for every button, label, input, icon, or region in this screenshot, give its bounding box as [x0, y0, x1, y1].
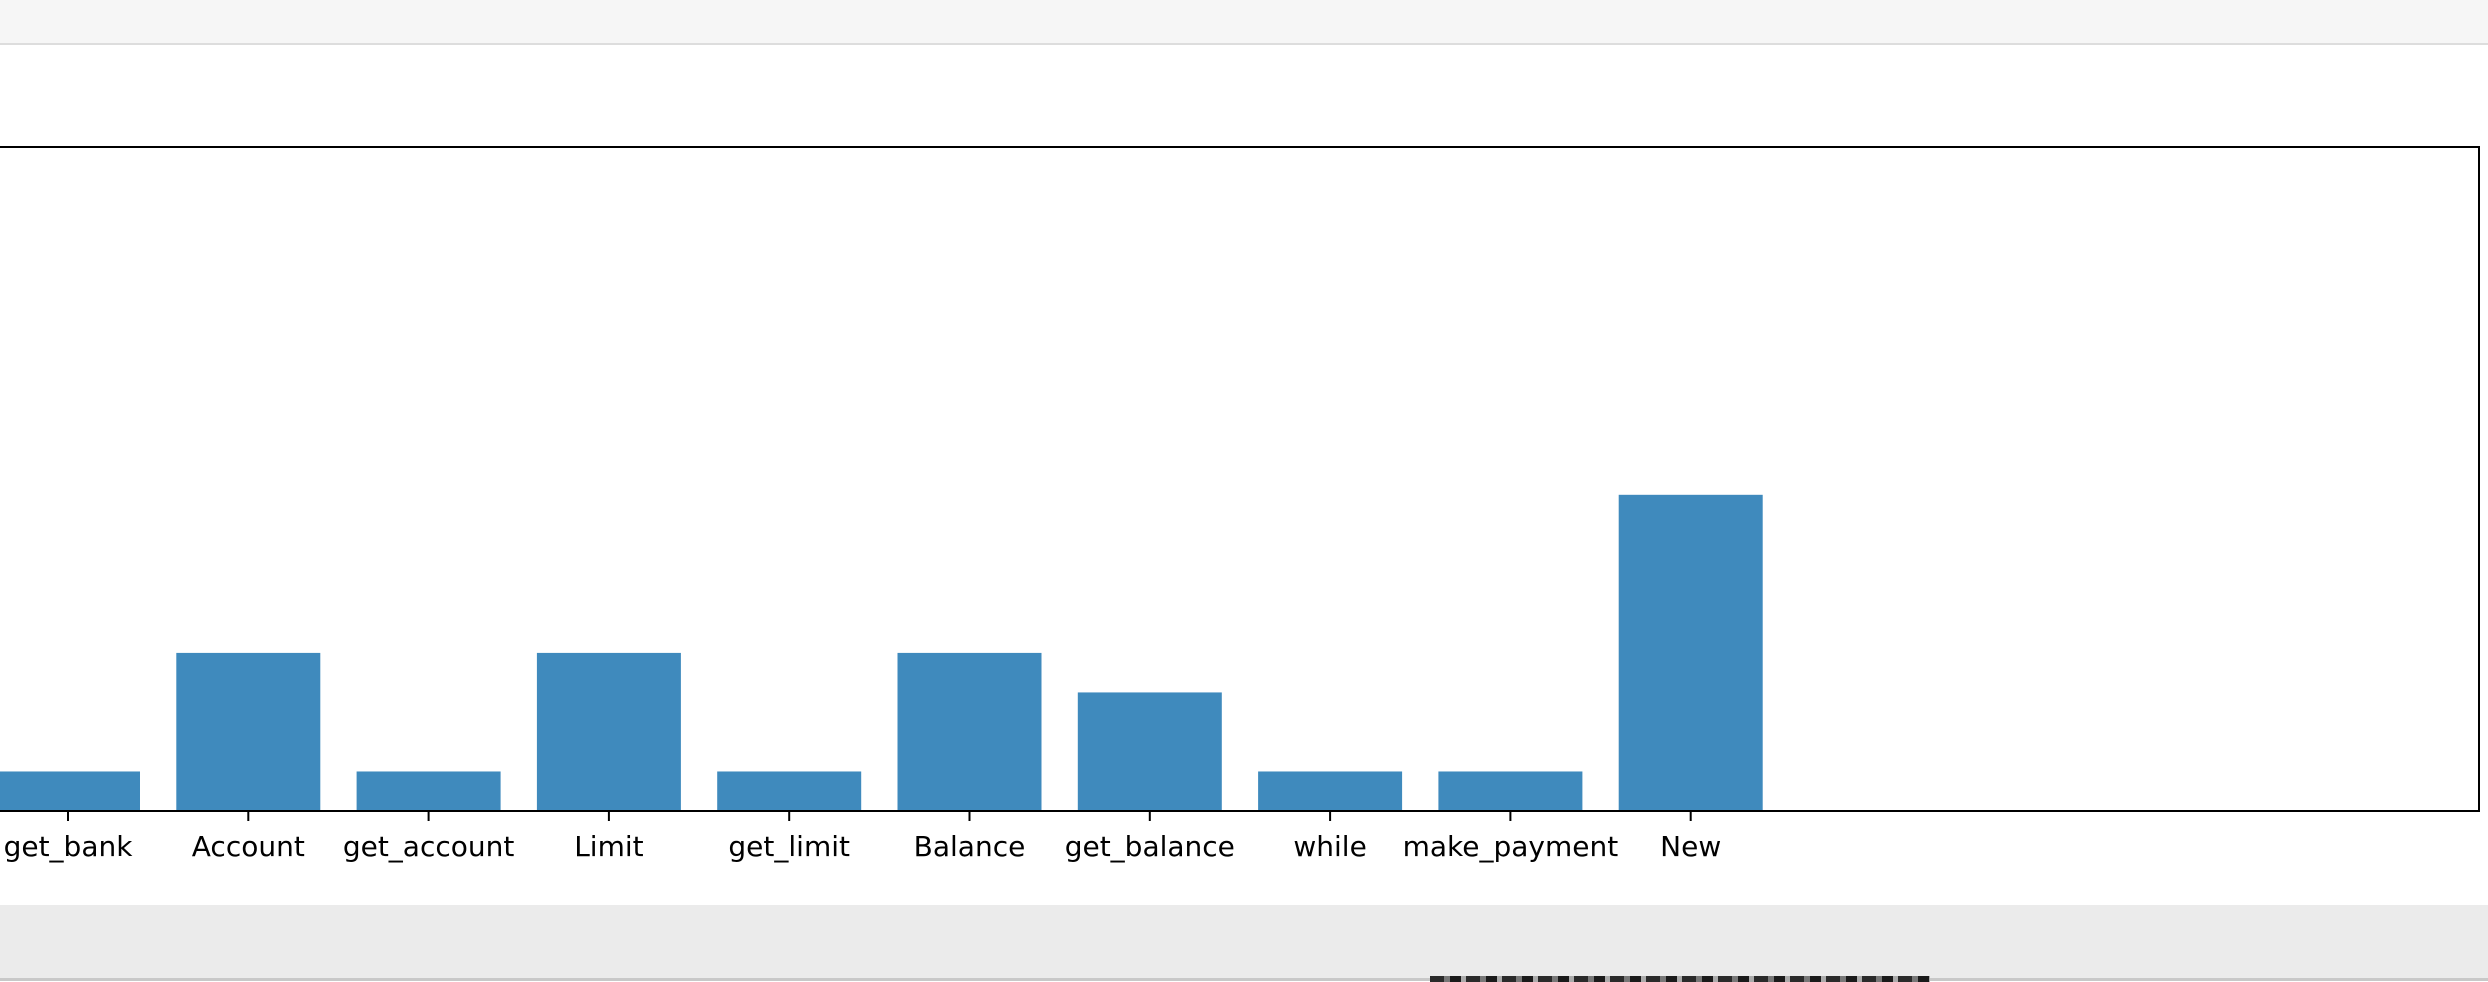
axes-frame [0, 147, 2479, 811]
bar-get_limit [717, 771, 861, 811]
bars-group [0, 495, 1763, 811]
bar-get_balance [1078, 692, 1222, 811]
bar-chart: get_bank Account get_account Limit get_limit… [0, 45, 2488, 905]
bar-New [1619, 495, 1763, 811]
x-tick-label: get_limit [728, 830, 850, 863]
top-toolbar [0, 0, 2488, 45]
bar-Limit [537, 653, 681, 811]
bar-make_payment [1438, 771, 1582, 811]
bar-Account [176, 653, 320, 811]
x-tick-label: Account [192, 830, 305, 863]
photo-thumbnail-edge [1430, 976, 1930, 982]
bottom-panel [0, 905, 2488, 981]
x-tick-label: get_balance [1065, 830, 1235, 863]
bar-while [1258, 771, 1402, 811]
x-tick-label: make_payment [1403, 830, 1619, 863]
bar-get_account [357, 771, 501, 811]
bar-Balance [898, 653, 1042, 811]
x-tick-label: Balance [914, 830, 1026, 863]
x-tick-label: while [1293, 830, 1366, 863]
x-ticks-group: get_bank Account get_account Limit get_limit… [4, 811, 1722, 863]
bar-get_bank [0, 771, 140, 811]
x-tick-label: get_bank [4, 830, 134, 863]
chart-area: get_bank Account get_account Limit get_limit… [0, 45, 2488, 905]
x-tick-label: get_account [343, 830, 515, 863]
x-tick-label: Limit [574, 830, 643, 863]
x-tick-label: New [1660, 830, 1721, 863]
